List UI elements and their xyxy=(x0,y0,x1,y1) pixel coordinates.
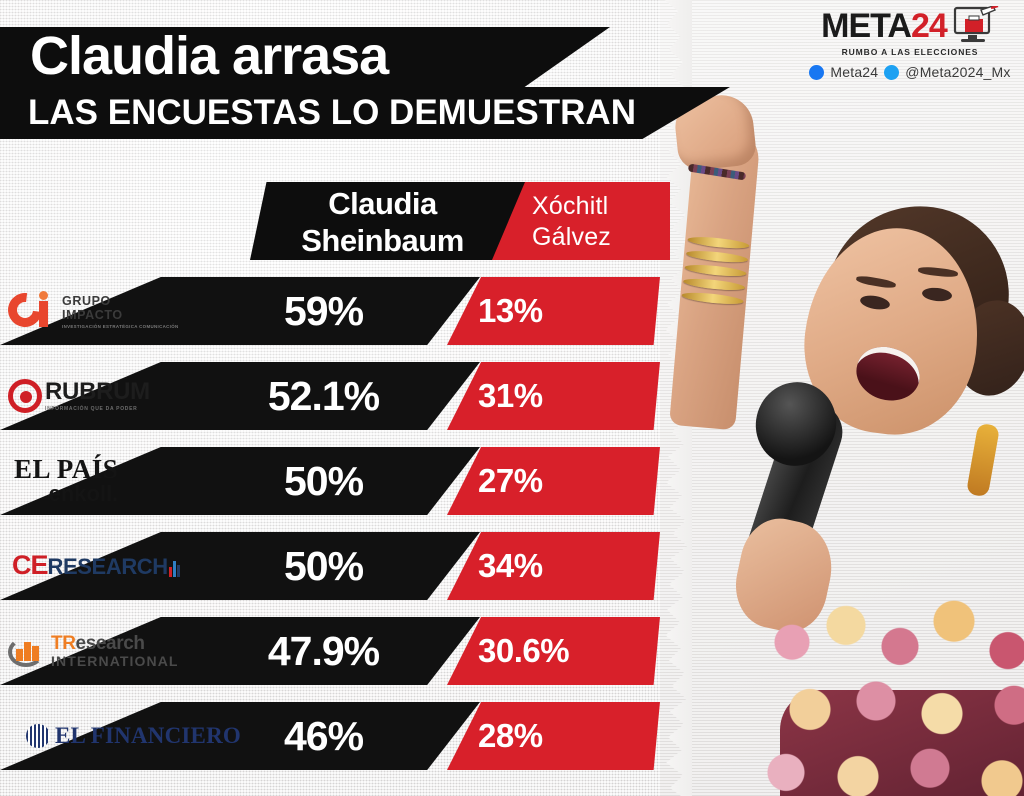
galvez-value: 13% xyxy=(478,292,543,329)
pollster-name: RUBRUM xyxy=(45,378,150,405)
headline-banner-primary: Claudia arrasa xyxy=(0,27,610,87)
brand-wordmark: META24 xyxy=(810,4,1010,46)
pollster-name-suffix: esearch xyxy=(75,632,145,654)
pollster-logo-ce-research: CERESEARCH xyxy=(8,532,213,600)
pollster-name: EL PAÍS xyxy=(14,454,119,484)
column-header-galvez-label: Xóchitl Gálvez xyxy=(470,182,670,260)
table-row: EL FINANCIERO 46% 28% xyxy=(0,702,700,770)
table-row: CERESEARCH 50% 34% xyxy=(0,532,700,600)
sheinbaum-value: 52.1% xyxy=(267,373,380,419)
galvez-value: 34% xyxy=(478,547,543,584)
sheinbaum-first-name: Claudia xyxy=(328,186,437,221)
sheinbaum-last-name: Sheinbaum xyxy=(301,223,464,258)
galvez-first-name: Xóchitl xyxy=(532,192,609,220)
table-row: RUBRUM INFORMACIÓN QUE DA PODER 52.1% 31… xyxy=(0,362,700,430)
galvez-bar xyxy=(447,362,660,430)
table-row: TResearch INTERNATIONAL 47.9% 30.6% xyxy=(0,617,700,685)
floral-lei xyxy=(756,596,1024,796)
sheinbaum-value: 47.9% xyxy=(267,628,380,674)
pollster-name-line2: IMPACTO xyxy=(62,307,123,322)
galvez-last-name: Gálvez xyxy=(532,223,612,251)
globe-icon xyxy=(26,724,50,748)
column-header-sheinbaum-label: Claudia Sheinbaum xyxy=(250,182,525,260)
pollster-logo-el-financiero: EL FINANCIERO xyxy=(8,702,241,770)
page-subtitle: LAS ENCUESTAS LO DEMUESTRAN xyxy=(28,93,636,132)
galvez-bar xyxy=(447,447,660,515)
bar-chart-icon xyxy=(168,559,180,577)
headline-banner-secondary: LAS ENCUESTAS LO DEMUESTRAN xyxy=(0,87,730,139)
bar-chart-arc-icon xyxy=(8,633,48,669)
pollster-logo-rubrum: RUBRUM INFORMACIÓN QUE DA PODER xyxy=(8,362,213,430)
pollster-tagline: INVESTIGACIÓN ESTRATÉGICA COMUNICACIÓN xyxy=(62,323,179,329)
pollster-tagline: INFORMACIÓN QUE DA PODER xyxy=(45,406,138,412)
brand-name-meta: META xyxy=(821,7,912,45)
twitter-handle[interactable]: @Meta2024_Mx xyxy=(905,64,1011,80)
pollster-name-suffix: RESEARCH xyxy=(47,554,169,579)
candidate-photo xyxy=(660,0,1024,796)
pollster-partner-name: enkoll. xyxy=(48,481,119,506)
sheinbaum-value: 59% xyxy=(283,288,364,334)
galvez-value: 28% xyxy=(478,717,543,754)
pollster-name-line2: INTERNATIONAL xyxy=(51,652,179,669)
facebook-handle[interactable]: Meta24 xyxy=(830,64,879,80)
brand-tagline: RUMBO A LAS ELECCIONES xyxy=(841,47,979,57)
target-circle-icon xyxy=(8,379,42,413)
galvez-bar xyxy=(447,702,660,770)
pollster-name-prefix: TR xyxy=(51,632,76,654)
sheinbaum-value: 50% xyxy=(283,543,364,589)
pollster-name-line1: GRUPO xyxy=(62,293,111,308)
twitter-icon[interactable] xyxy=(884,64,900,80)
pollster-name: EL FINANCIERO xyxy=(55,723,241,748)
brand-name-24: 24 xyxy=(910,7,948,45)
table-row: EL PAÍS enkoll. 50% 27% xyxy=(0,447,700,515)
galvez-value: 30.6% xyxy=(478,632,570,669)
sheinbaum-value: 50% xyxy=(283,458,364,504)
galvez-bar xyxy=(447,617,660,685)
galvez-bar xyxy=(447,532,660,600)
gi-monogram-icon xyxy=(1,286,54,334)
social-handles: Meta24 @Meta2024_Mx xyxy=(809,64,1011,80)
galvez-value: 31% xyxy=(478,377,543,414)
sheinbaum-value: 46% xyxy=(283,713,364,759)
brand-logo: META24 RUMBO A LAS ELECCIONES Meta24 @Me… xyxy=(809,4,1011,80)
galvez-bar xyxy=(447,277,660,345)
page-title: Claudia arrasa xyxy=(30,26,389,86)
galvez-value: 27% xyxy=(478,462,543,499)
pollster-logo-el-pais: EL PAÍS enkoll. xyxy=(8,447,213,515)
pollster-logo-tresearch: TResearch INTERNATIONAL xyxy=(8,617,213,685)
pollster-name-prefix: CE xyxy=(12,550,49,580)
pollster-logo-grupo-impacto: GRUPO IMPACTO INVESTIGACIÓN ESTRATÉGICA … xyxy=(1,277,213,345)
facebook-icon[interactable] xyxy=(809,64,825,80)
ballot-box-icon xyxy=(953,4,999,46)
column-header-sheinbaum: Claudia Sheinbaum xyxy=(250,182,525,260)
table-row: GRUPO IMPACTO INVESTIGACIÓN ESTRATÉGICA … xyxy=(0,277,700,345)
